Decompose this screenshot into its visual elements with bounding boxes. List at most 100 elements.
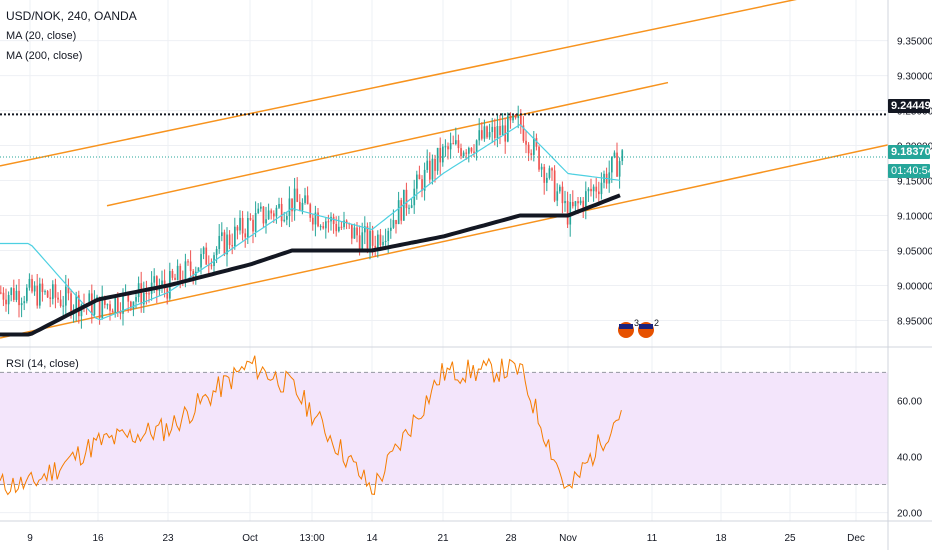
time-tick-label: Oct — [242, 533, 258, 544]
channel-line — [106, 81, 669, 207]
price-tick-label: 9.05000 — [897, 247, 932, 258]
candle-body — [353, 227, 356, 239]
candle-body — [379, 234, 382, 246]
candle-body — [98, 296, 101, 318]
candle-body — [478, 130, 481, 141]
candle-body — [592, 186, 595, 192]
candle-body — [535, 137, 538, 147]
candle-body — [13, 288, 15, 300]
rsi-legend[interactable]: RSI (14, close) — [6, 358, 79, 370]
candle-body — [197, 267, 200, 272]
candle-body — [512, 115, 514, 121]
candle-body — [465, 152, 468, 154]
flag-stripe — [619, 324, 633, 329]
candle-body — [548, 168, 551, 178]
candle-body — [325, 221, 327, 229]
candle-body — [600, 182, 603, 195]
ma20-legend[interactable]: MA (20, close) — [6, 30, 77, 42]
candle-body — [338, 226, 340, 232]
candle-body — [387, 230, 390, 242]
candle-body — [62, 305, 65, 307]
resistance-price-badge: 9.24449 — [888, 99, 931, 113]
candle-body — [470, 147, 473, 152]
candle-body — [345, 220, 348, 224]
candle-body — [78, 295, 80, 317]
rsi-tick-label: 40.00 — [897, 453, 922, 464]
candle-body — [436, 147, 439, 171]
candle-body — [122, 292, 124, 314]
candle-body — [148, 293, 150, 295]
candle-body — [291, 198, 293, 212]
candle-body — [161, 280, 163, 287]
candle-body — [88, 293, 91, 305]
rsi-band — [0, 372, 888, 485]
candle-body — [247, 218, 249, 238]
candle-body — [319, 226, 322, 228]
candle-body — [31, 278, 33, 292]
candle-body — [577, 201, 579, 204]
candle-body — [244, 233, 247, 238]
candle-body — [187, 261, 189, 263]
candle-body — [135, 297, 137, 302]
candle-body — [595, 186, 598, 192]
rsi-tick-label: 20.00 — [897, 509, 922, 520]
time-tick-label: 23 — [162, 533, 174, 544]
candle-body — [551, 168, 553, 171]
trend-channels[interactable] — [0, 0, 889, 339]
candle-body — [530, 153, 533, 155]
price-lines[interactable] — [0, 113, 888, 158]
candle-body — [517, 115, 520, 119]
candle-body — [509, 115, 512, 121]
candle-body — [267, 210, 270, 220]
candle-body — [507, 115, 509, 142]
candle-body — [306, 195, 309, 205]
candle-body — [408, 207, 410, 209]
candle-body — [221, 232, 223, 236]
countdown-badge: 01:40:54 — [888, 164, 932, 178]
candle-body — [439, 147, 442, 163]
candle-body — [301, 202, 304, 211]
candle-body — [70, 293, 72, 315]
candle-body — [104, 296, 106, 305]
candle-body — [598, 191, 600, 195]
candle-body — [114, 298, 117, 313]
candle-body — [241, 217, 244, 234]
candle-body — [452, 143, 455, 145]
event-count: 3 — [634, 318, 639, 328]
candle-body — [616, 152, 618, 177]
candle-body — [335, 223, 338, 232]
candle-body — [270, 210, 273, 214]
candlestick-series — [0, 105, 624, 329]
candle-body — [457, 140, 460, 149]
candle-body — [44, 291, 46, 293]
price-tick-label: 9.15000 — [897, 177, 932, 188]
candle-body — [75, 295, 78, 310]
candle-body — [145, 293, 148, 295]
candle-body — [249, 218, 252, 220]
candle-body — [111, 310, 114, 313]
time-tick-label: 25 — [784, 533, 796, 544]
channel-line — [0, 144, 889, 339]
candle-body — [54, 284, 57, 298]
time-tick-label: 21 — [437, 533, 449, 544]
candle-body — [28, 278, 31, 288]
candle-body — [520, 115, 522, 126]
candle-body — [416, 174, 418, 189]
candle-body — [343, 220, 345, 228]
candle-body — [358, 235, 361, 251]
candle-body — [364, 226, 366, 233]
candle-body — [582, 200, 585, 210]
candle-body — [174, 277, 176, 280]
ma200-legend[interactable]: MA (200, close) — [6, 50, 83, 62]
candle-body — [195, 271, 197, 279]
candle-body — [127, 292, 130, 302]
candle-body — [525, 140, 527, 145]
candle-body — [280, 203, 283, 222]
candle-body — [10, 288, 13, 296]
symbol-title[interactable]: USD/NOK, 240, OANDA — [6, 9, 137, 23]
time-tick-label: Dec — [847, 533, 865, 544]
candle-body — [426, 160, 429, 170]
candle-body — [41, 283, 44, 293]
